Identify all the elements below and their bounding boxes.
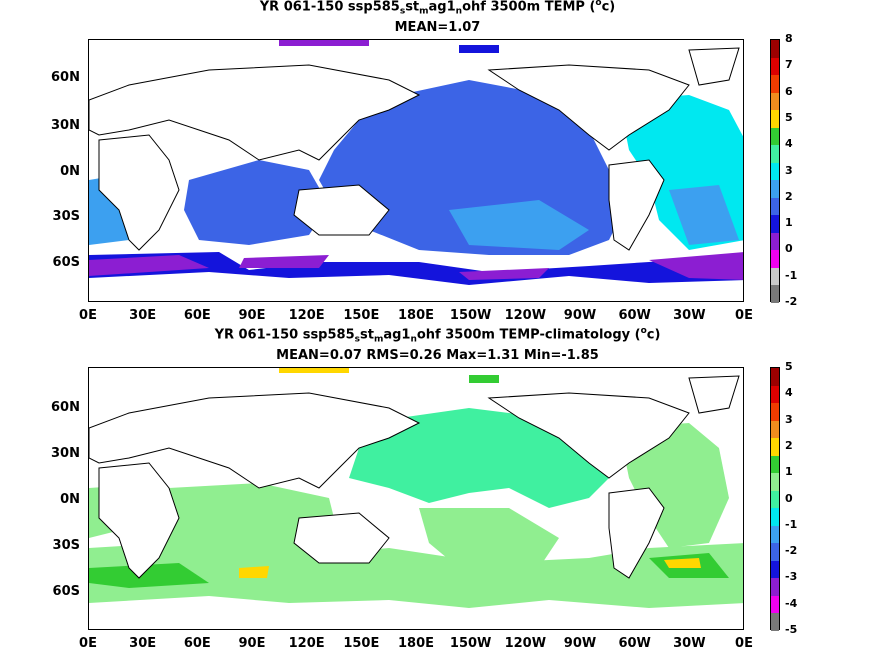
colorbar-swatch xyxy=(771,543,779,561)
colorbar-swatch xyxy=(771,267,779,286)
lat-label: 60S xyxy=(52,255,80,270)
panel2-colorbar xyxy=(770,367,780,631)
colorbar-swatch xyxy=(771,250,779,268)
colorbar-tick-label: -5 xyxy=(785,623,798,636)
colorbar-swatch xyxy=(771,57,779,76)
colorbar-tick-label: 4 xyxy=(785,137,793,151)
lat-label: 30S xyxy=(52,538,80,553)
colorbar-swatch xyxy=(771,473,779,491)
colorbar-swatch xyxy=(771,385,779,404)
lon-label: 120E xyxy=(288,636,325,651)
lon-label: 0E xyxy=(735,636,753,651)
colorbar-swatch xyxy=(771,215,779,233)
lat-label: 30S xyxy=(52,209,80,224)
lon-label: 30E xyxy=(129,308,157,323)
lon-label: 60E xyxy=(183,308,211,323)
colorbar-swatch xyxy=(771,455,779,474)
colorbar-tick-label: 7 xyxy=(785,58,793,72)
colorbar-swatch xyxy=(771,180,779,198)
colorbar-tick-label: 1 xyxy=(785,216,793,230)
lon-label: 180E xyxy=(397,636,435,651)
colorbar-swatch xyxy=(771,145,779,163)
colorbar-swatch xyxy=(771,285,779,303)
lon-label: 0E xyxy=(735,308,753,323)
lon-label: 180E xyxy=(397,308,435,323)
colorbar-swatch xyxy=(771,578,779,596)
colorbar-swatch xyxy=(771,595,779,614)
colorbar-tick-label: 2 xyxy=(785,438,793,452)
colorbar-swatch xyxy=(771,508,779,526)
colorbar-swatch xyxy=(771,232,779,251)
colorbar-tick-label: 3 xyxy=(785,163,793,177)
lon-label: 90W xyxy=(563,308,597,323)
colorbar-swatch xyxy=(771,75,779,93)
colorbar-swatch xyxy=(771,110,779,128)
panel1-stats: MEAN=1.07 xyxy=(394,20,481,35)
colorbar-swatch xyxy=(771,525,779,544)
colorbar-tick-label: -3 xyxy=(785,570,798,584)
lat-label: 0N xyxy=(60,164,80,179)
lon-label: 150W xyxy=(449,308,492,323)
lon-label: 60W xyxy=(618,636,651,651)
colorbar-swatch xyxy=(771,92,779,111)
colorbar-swatch xyxy=(771,127,779,146)
colorbar-tick-label: 4 xyxy=(785,386,793,400)
colorbar-tick-label: 8 xyxy=(785,32,793,45)
lat-label: 60S xyxy=(52,584,80,599)
colorbar-swatch xyxy=(771,403,779,421)
colorbar-swatch xyxy=(771,560,779,579)
colorbar-tick-label: 5 xyxy=(785,360,793,373)
colorbar-tick-label: -2 xyxy=(785,544,798,558)
colorbar-swatch xyxy=(771,40,779,58)
colorbar-swatch xyxy=(771,420,779,439)
lon-label: 120W xyxy=(504,636,547,651)
lon-label: 120E xyxy=(288,308,325,323)
colorbar-swatch xyxy=(771,438,779,456)
lon-label: 120W xyxy=(504,308,547,323)
lon-label: 0E xyxy=(79,636,97,651)
panel1-title: YR 061-150 ssp585sstmag1nohf 3500m TEMP … xyxy=(259,0,616,17)
colorbar-tick-label: 0 xyxy=(785,242,793,256)
colorbar-tick-label: 3 xyxy=(785,412,793,426)
lon-label: 90E xyxy=(238,308,266,323)
colorbar-tick-label: -1 xyxy=(785,268,798,282)
lon-label: 60W xyxy=(618,308,651,323)
lat-label: 30N xyxy=(51,118,80,133)
lon-label: 60E xyxy=(183,636,211,651)
lon-label: 150W xyxy=(449,636,492,651)
colorbar-tick-label: 6 xyxy=(785,84,793,98)
lon-label: 30E xyxy=(129,636,157,651)
colorbar-swatch xyxy=(771,162,779,181)
lon-label: 90W xyxy=(563,636,597,651)
colorbar-swatch xyxy=(771,490,779,509)
lat-label: 30N xyxy=(51,446,80,461)
colorbar-tick-label: -2 xyxy=(785,295,798,308)
colorbar-swatch xyxy=(771,368,779,386)
lon-label: 30W xyxy=(673,308,706,323)
colorbar-swatch xyxy=(771,197,779,216)
lon-label: 0E xyxy=(79,308,97,323)
lat-label: 0N xyxy=(60,492,80,507)
lat-label: 60N xyxy=(51,400,80,415)
lon-label: 30W xyxy=(673,636,706,651)
colorbar-tick-label: -4 xyxy=(785,596,798,610)
colorbar-tick-label: 0 xyxy=(785,491,793,505)
panel1-colorbar xyxy=(770,39,780,303)
colorbar-swatch xyxy=(771,613,779,631)
panel2-map xyxy=(88,367,744,630)
lon-label: 90E xyxy=(238,636,266,651)
colorbar-tick-label: 5 xyxy=(785,110,793,124)
lon-label: 150E xyxy=(343,636,380,651)
lon-label: 150E xyxy=(343,308,380,323)
lat-label: 60N xyxy=(51,70,80,85)
colorbar-tick-label: 2 xyxy=(785,189,793,203)
colorbar-tick-label: -1 xyxy=(785,517,798,531)
panel1-map xyxy=(88,39,744,302)
colorbar-tick-label: 1 xyxy=(785,465,793,479)
panel2-title: YR 061-150 ssp585sstmag1nohf 3500m TEMP-… xyxy=(214,326,661,345)
panel2-stats: MEAN=0.07 RMS=0.26 Max=1.31 Min=-1.85 xyxy=(276,348,599,363)
